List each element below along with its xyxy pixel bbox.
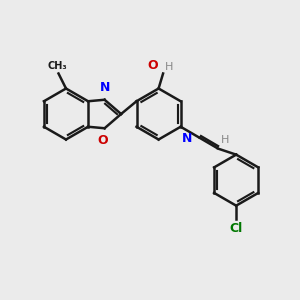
Text: H: H [220, 135, 229, 145]
Text: O: O [147, 59, 158, 72]
Text: CH₃: CH₃ [47, 61, 67, 71]
Text: Cl: Cl [230, 222, 243, 235]
Text: N: N [182, 132, 193, 145]
Text: N: N [99, 81, 110, 94]
Text: O: O [98, 134, 108, 147]
Text: H: H [165, 62, 173, 72]
